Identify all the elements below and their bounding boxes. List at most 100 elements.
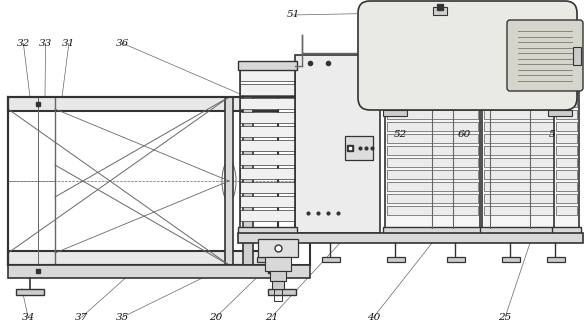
Bar xyxy=(385,70,480,228)
Bar xyxy=(240,196,295,207)
Bar xyxy=(238,227,297,236)
Bar xyxy=(240,70,295,81)
Bar xyxy=(552,227,581,236)
Bar xyxy=(240,210,295,221)
Bar xyxy=(238,61,297,70)
Bar xyxy=(482,70,572,228)
Text: 51: 51 xyxy=(287,10,300,20)
Bar xyxy=(268,289,296,295)
Bar xyxy=(556,182,577,191)
Bar xyxy=(383,61,482,70)
Bar xyxy=(556,74,577,83)
Bar xyxy=(484,110,570,119)
Text: 60: 60 xyxy=(458,130,471,140)
Bar xyxy=(484,74,570,83)
Bar xyxy=(556,98,577,107)
Bar xyxy=(257,257,275,262)
Bar xyxy=(270,271,286,281)
Bar xyxy=(484,86,570,95)
Bar xyxy=(556,206,577,215)
Bar xyxy=(16,289,44,295)
Bar xyxy=(433,7,447,15)
Text: 32: 32 xyxy=(17,39,30,48)
Bar xyxy=(556,110,577,119)
Text: 33: 33 xyxy=(39,39,52,48)
Bar xyxy=(258,239,298,257)
Bar xyxy=(387,98,478,107)
Bar xyxy=(383,110,407,116)
Bar xyxy=(573,47,581,65)
Bar xyxy=(480,61,574,70)
Text: 21: 21 xyxy=(265,312,278,322)
Bar xyxy=(556,158,577,167)
Text: 5: 5 xyxy=(548,130,555,140)
Bar xyxy=(8,265,310,278)
Bar xyxy=(556,134,577,143)
Bar xyxy=(556,122,577,131)
Bar xyxy=(387,134,478,143)
FancyBboxPatch shape xyxy=(358,1,577,110)
Bar xyxy=(484,170,570,179)
Text: 40: 40 xyxy=(367,312,380,322)
Bar xyxy=(387,110,478,119)
Bar xyxy=(484,146,570,155)
Bar xyxy=(387,257,405,262)
Bar xyxy=(447,257,465,262)
Bar xyxy=(240,70,295,228)
Bar xyxy=(240,182,295,193)
Text: 25: 25 xyxy=(499,312,512,322)
Bar xyxy=(484,158,570,167)
Bar xyxy=(240,112,295,123)
Bar xyxy=(8,97,278,111)
Bar xyxy=(225,97,233,265)
Bar xyxy=(345,136,373,160)
Bar xyxy=(556,194,577,203)
Bar xyxy=(484,134,570,143)
Text: 52: 52 xyxy=(394,130,406,140)
Text: 31: 31 xyxy=(62,39,75,48)
Text: 35: 35 xyxy=(116,312,129,322)
Bar xyxy=(274,295,282,301)
Bar xyxy=(240,140,295,151)
Bar xyxy=(387,86,478,95)
Bar xyxy=(387,146,478,155)
Bar xyxy=(387,206,478,215)
Bar xyxy=(368,58,380,68)
Bar xyxy=(322,257,340,262)
FancyBboxPatch shape xyxy=(507,20,583,91)
Text: 36: 36 xyxy=(116,39,129,48)
Bar xyxy=(295,55,380,233)
Bar xyxy=(548,110,572,116)
Bar xyxy=(387,158,478,167)
Bar xyxy=(480,227,574,236)
Bar xyxy=(383,227,482,236)
Bar xyxy=(556,86,577,95)
Bar xyxy=(484,206,570,215)
Bar xyxy=(387,194,478,203)
Text: 37: 37 xyxy=(75,312,88,322)
Bar xyxy=(387,182,478,191)
Bar xyxy=(238,233,583,243)
Bar xyxy=(272,281,284,289)
Bar xyxy=(556,146,577,155)
Bar xyxy=(484,194,570,203)
Bar xyxy=(243,97,253,265)
Bar xyxy=(484,182,570,191)
Bar xyxy=(554,70,579,228)
Bar xyxy=(274,289,282,295)
Bar xyxy=(502,257,520,262)
Text: 34: 34 xyxy=(22,312,34,322)
Bar xyxy=(387,74,478,83)
Bar xyxy=(240,84,295,95)
Bar xyxy=(8,251,278,265)
Bar xyxy=(387,170,478,179)
Bar xyxy=(484,122,570,131)
Bar xyxy=(265,257,291,271)
Bar xyxy=(547,257,565,262)
Bar xyxy=(240,98,295,109)
Bar xyxy=(240,168,295,179)
Text: 20: 20 xyxy=(210,312,223,322)
Bar xyxy=(552,61,581,70)
Bar xyxy=(240,126,295,137)
Bar xyxy=(556,170,577,179)
